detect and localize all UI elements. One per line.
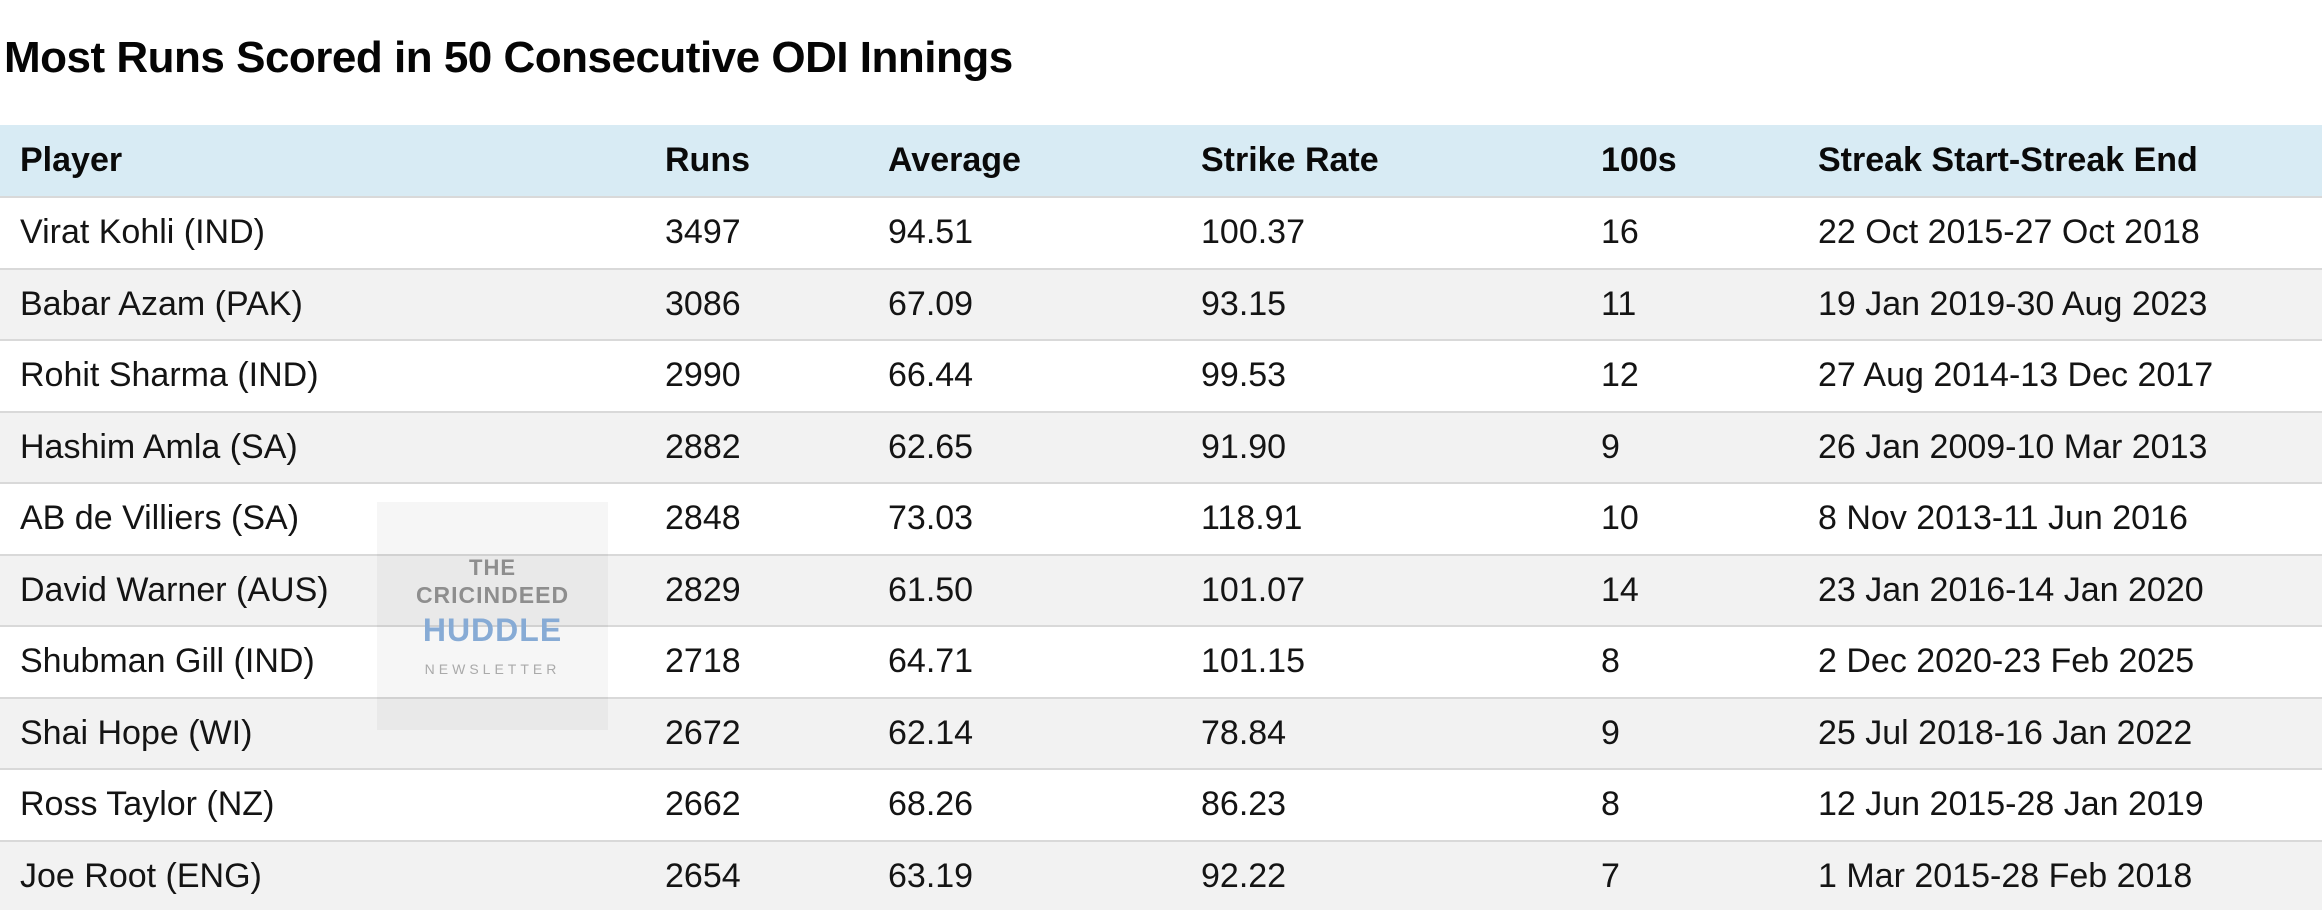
hundreds-cell: 14 bbox=[1601, 570, 1639, 609]
player-cell: Ross Taylor (NZ) bbox=[20, 785, 275, 824]
table-row: Hashim Amla (SA) 2882 62.65 91.90 9 26 J… bbox=[0, 411, 2322, 483]
hundreds-cell: 16 bbox=[1601, 213, 1639, 252]
hundreds-cell: 9 bbox=[1601, 427, 1620, 466]
average-cell: 64.71 bbox=[888, 642, 974, 681]
strike-rate-cell: 101.07 bbox=[1201, 570, 1305, 609]
hundreds-cell: 9 bbox=[1601, 713, 1620, 752]
player-cell: Shubman Gill (IND) bbox=[20, 642, 315, 681]
streak-cell: 2 Dec 2020-23 Feb 2025 bbox=[1818, 642, 2195, 681]
strike-rate-cell: 86.23 bbox=[1201, 785, 1287, 824]
strike-rate-cell: 92.22 bbox=[1201, 857, 1287, 896]
streak-cell: 8 Nov 2013-11 Jun 2016 bbox=[1818, 499, 2188, 538]
runs-cell: 2829 bbox=[665, 570, 741, 609]
average-cell: 94.51 bbox=[888, 213, 974, 252]
strike-rate-cell: 118.91 bbox=[1201, 499, 1303, 538]
strike-rate-cell: 100.37 bbox=[1201, 213, 1305, 252]
col-header-100s: 100s bbox=[1601, 141, 1677, 179]
streak-cell: 27 Aug 2014-13 Dec 2017 bbox=[1818, 356, 2214, 395]
player-cell: Rohit Sharma (IND) bbox=[20, 356, 319, 395]
hundreds-cell: 7 bbox=[1601, 857, 1620, 896]
runs-cell: 2662 bbox=[665, 785, 741, 824]
table-row: David Warner (AUS) 2829 61.50 101.07 14 … bbox=[0, 554, 2322, 626]
streak-cell: 12 Jun 2015-28 Jan 2019 bbox=[1818, 785, 2204, 824]
col-header-streak: Streak Start-Streak End bbox=[1818, 141, 2198, 179]
table-row: Shubman Gill (IND) 2718 64.71 101.15 8 2… bbox=[0, 626, 2322, 698]
runs-cell: 3086 bbox=[665, 284, 741, 323]
table-row: Rohit Sharma (IND) 2990 66.44 99.53 12 2… bbox=[0, 340, 2322, 412]
average-cell: 73.03 bbox=[888, 499, 974, 538]
strike-rate-cell: 99.53 bbox=[1201, 356, 1287, 395]
average-cell: 62.65 bbox=[888, 427, 974, 466]
strike-rate-cell: 93.15 bbox=[1201, 284, 1287, 323]
average-cell: 68.26 bbox=[888, 785, 974, 824]
hundreds-cell: 8 bbox=[1601, 642, 1620, 681]
runs-cell: 2882 bbox=[665, 427, 741, 466]
table-header-row: Player Runs Average Strike Rate 100s Str… bbox=[0, 125, 2322, 197]
col-header-strike-rate: Strike Rate bbox=[1201, 141, 1379, 179]
runs-cell: 3497 bbox=[665, 213, 741, 252]
table-row: Babar Azam (PAK) 3086 67.09 93.15 11 19 … bbox=[0, 268, 2322, 340]
table-row: Shai Hope (WI) 2672 62.14 78.84 9 25 Jul… bbox=[0, 697, 2322, 769]
col-header-runs: Runs bbox=[665, 141, 750, 179]
strike-rate-cell: 78.84 bbox=[1201, 713, 1287, 752]
player-cell: Shai Hope (WI) bbox=[20, 713, 253, 752]
col-header-player: Player bbox=[20, 141, 123, 179]
strike-rate-cell: 91.90 bbox=[1201, 427, 1287, 466]
table-row: Joe Root (ENG) 2654 63.19 92.22 7 1 Mar … bbox=[0, 840, 2322, 910]
player-cell: David Warner (AUS) bbox=[20, 570, 329, 609]
average-cell: 63.19 bbox=[888, 857, 974, 896]
streak-cell: 1 Mar 2015-28 Feb 2018 bbox=[1818, 857, 2193, 896]
streak-cell: 23 Jan 2016-14 Jan 2020 bbox=[1818, 570, 2204, 609]
average-cell: 67.09 bbox=[888, 284, 974, 323]
table-row: Ross Taylor (NZ) 2662 68.26 86.23 8 12 J… bbox=[0, 769, 2322, 841]
player-cell: Babar Azam (PAK) bbox=[20, 284, 303, 323]
runs-cell: 2990 bbox=[665, 356, 741, 395]
table-row: AB de Villiers (SA) 2848 73.03 118.91 10… bbox=[0, 483, 2322, 555]
strike-rate-cell: 101.15 bbox=[1201, 642, 1305, 681]
streak-cell: 25 Jul 2018-16 Jan 2022 bbox=[1818, 713, 2193, 752]
hundreds-cell: 8 bbox=[1601, 785, 1620, 824]
player-cell: Hashim Amla (SA) bbox=[20, 427, 298, 466]
player-cell: Virat Kohli (IND) bbox=[20, 213, 265, 252]
runs-cell: 2654 bbox=[665, 857, 741, 896]
average-cell: 61.50 bbox=[888, 570, 974, 609]
hundreds-cell: 12 bbox=[1601, 356, 1639, 395]
runs-cell: 2718 bbox=[665, 642, 741, 681]
runs-cell: 2848 bbox=[665, 499, 741, 538]
hundreds-cell: 11 bbox=[1601, 284, 1637, 323]
odi-runs-table: Player Runs Average Strike Rate 100s Str… bbox=[0, 125, 2322, 910]
streak-cell: 19 Jan 2019-30 Aug 2023 bbox=[1818, 284, 2208, 323]
player-cell: AB de Villiers (SA) bbox=[20, 499, 300, 538]
player-cell: Joe Root (ENG) bbox=[20, 857, 262, 896]
streak-cell: 26 Jan 2009-10 Mar 2013 bbox=[1818, 427, 2208, 466]
page-title: Most Runs Scored in 50 Consecutive ODI I… bbox=[4, 33, 1013, 82]
average-cell: 62.14 bbox=[888, 713, 974, 752]
col-header-average: Average bbox=[888, 141, 1021, 179]
hundreds-cell: 10 bbox=[1601, 499, 1639, 538]
streak-cell: 22 Oct 2015-27 Oct 2018 bbox=[1818, 213, 2200, 252]
table-row: Virat Kohli (IND) 3497 94.51 100.37 16 2… bbox=[0, 197, 2322, 269]
runs-cell: 2672 bbox=[665, 713, 741, 752]
average-cell: 66.44 bbox=[888, 356, 974, 395]
